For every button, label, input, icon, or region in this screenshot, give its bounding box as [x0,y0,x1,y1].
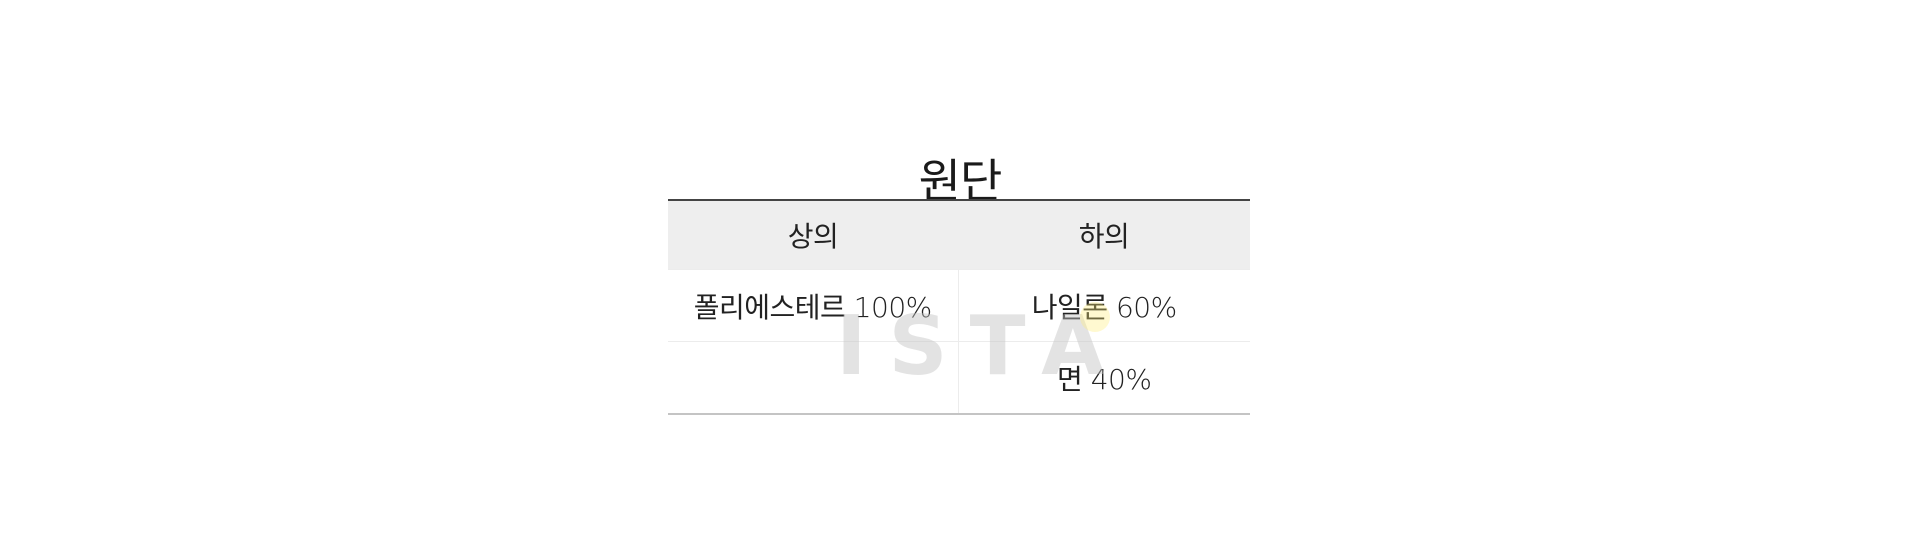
header-top-garment: 상의 [668,200,958,270]
fabric-composition-table: 상의 하의 폴리에스테르 100% 나일론 60% 면 40% [668,199,1250,415]
table-cell-bottom-fabric: 면 40% [957,341,1250,414]
table-row: 면 40% [668,341,1250,414]
header-bottom-garment: 하의 [958,200,1250,270]
table-row: 폴리에스테르 100% 나일론 60% [668,269,1250,342]
table-header-row: 상의 하의 [668,200,1250,270]
table-cell-bottom-fabric: 나일론 60% [957,269,1250,342]
table-cell-top-fabric: 폴리에스테르 100% [668,269,958,342]
table-cell-top-fabric [668,341,958,414]
